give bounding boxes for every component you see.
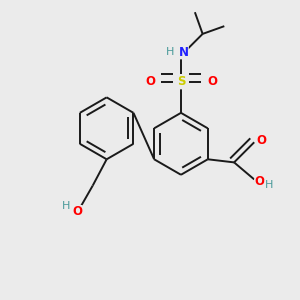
Text: O: O bbox=[145, 75, 155, 88]
Text: O: O bbox=[256, 134, 266, 147]
Text: O: O bbox=[72, 206, 82, 218]
Text: H: H bbox=[166, 47, 174, 58]
Text: O: O bbox=[207, 75, 217, 88]
Text: N: N bbox=[178, 46, 188, 59]
Text: H: H bbox=[265, 180, 273, 190]
Text: H: H bbox=[62, 201, 70, 211]
Text: S: S bbox=[177, 75, 185, 88]
Text: O: O bbox=[255, 176, 265, 188]
